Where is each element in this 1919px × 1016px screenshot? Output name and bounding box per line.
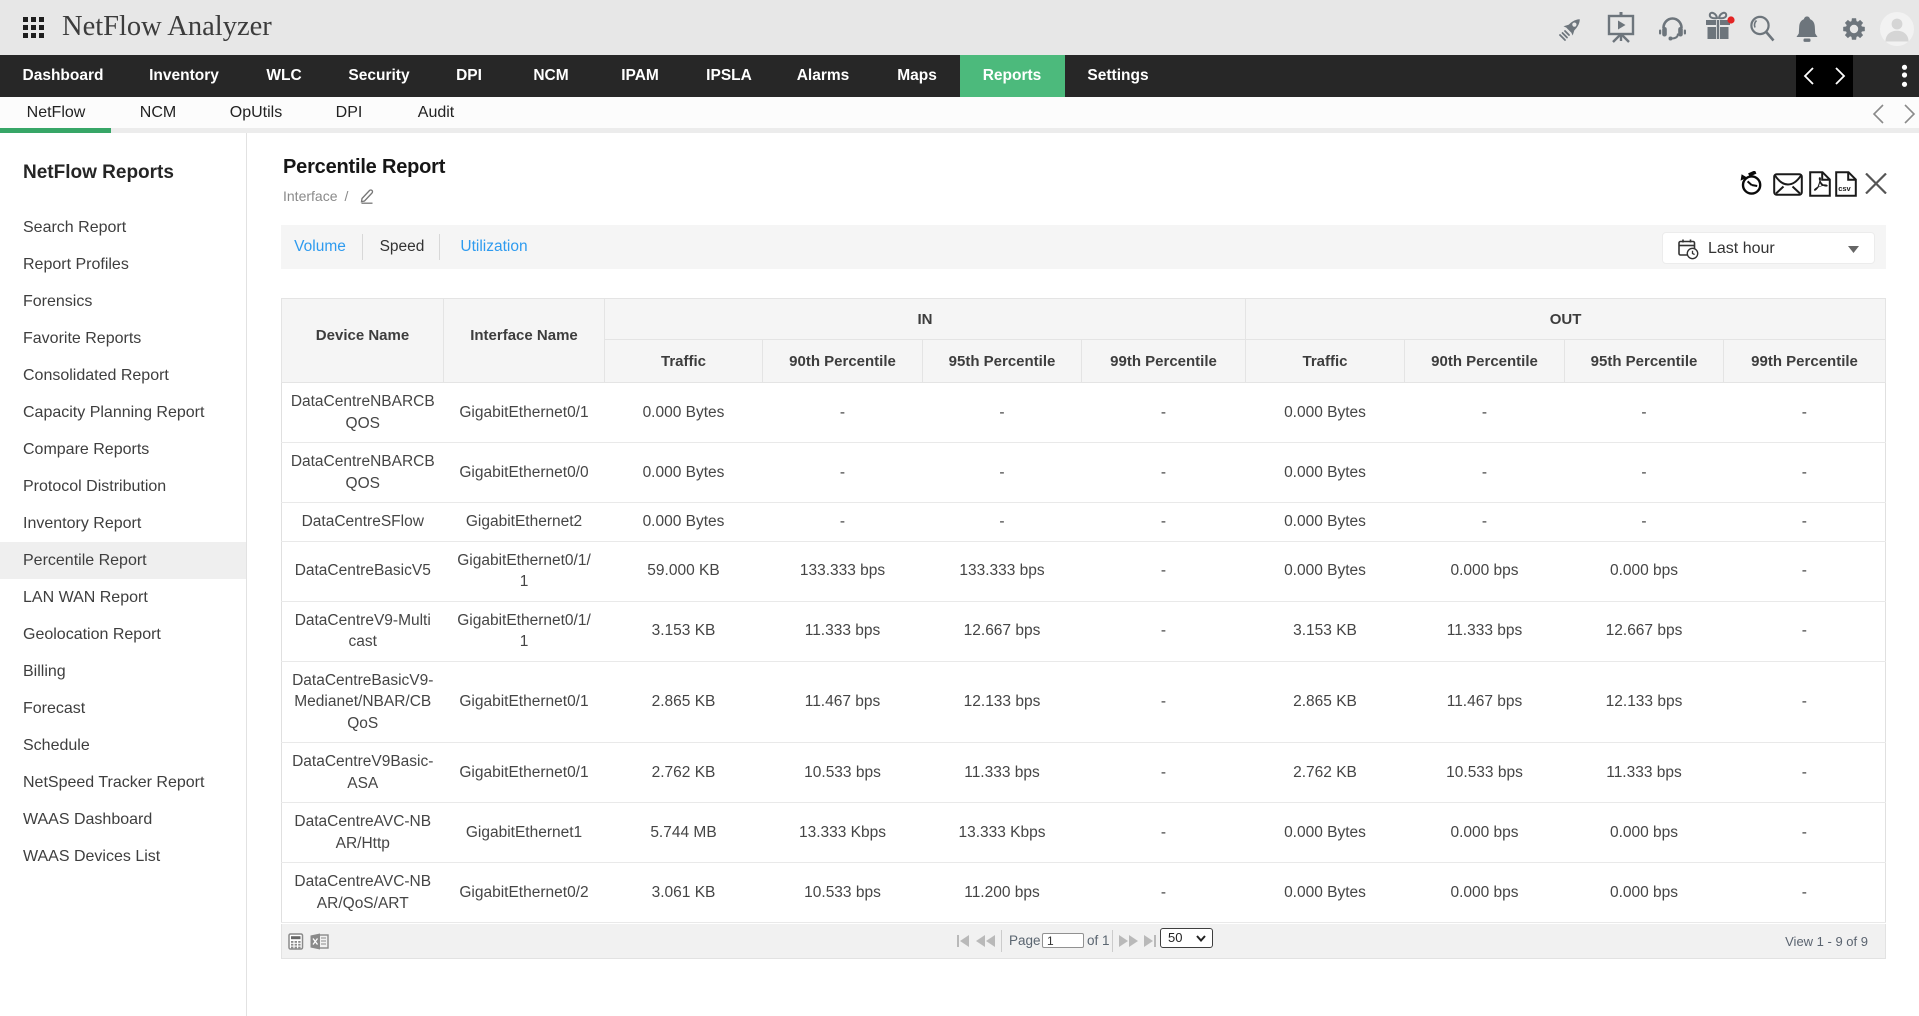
svg-text:csv: csv xyxy=(1838,184,1851,193)
